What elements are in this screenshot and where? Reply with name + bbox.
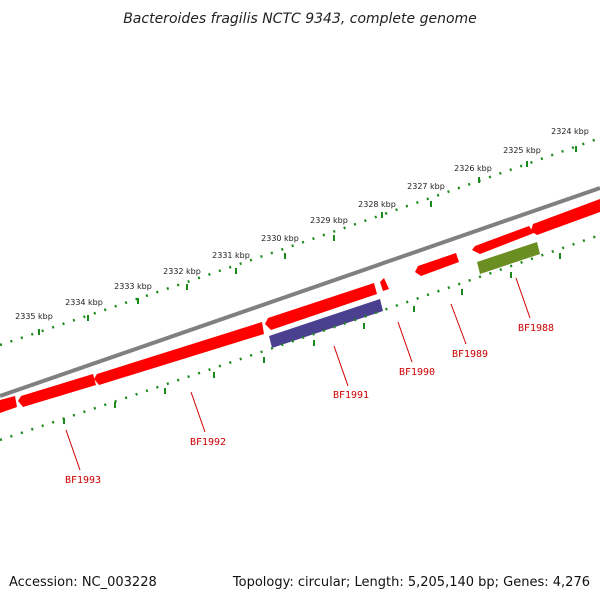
scale-label-2325: 2325 kbp bbox=[503, 146, 541, 155]
scale-label-2328: 2328 kbp bbox=[358, 200, 396, 209]
genome-summary-text: Topology: circular; Length: 5,205,140 bp… bbox=[232, 575, 590, 590]
gene-arrow-pre-bf1988 bbox=[472, 226, 534, 254]
gene-arrow-bf1992 bbox=[94, 322, 264, 385]
scale-label-2333: 2333 kbp bbox=[114, 282, 152, 291]
gene-label-bf1993: BF1993 bbox=[65, 475, 101, 486]
scale-label-2334: 2334 kbp bbox=[65, 298, 103, 307]
outer-scale-track bbox=[0, 136, 600, 347]
gene-label-bf1988: BF1988 bbox=[518, 323, 554, 334]
scale-label-2329: 2329 kbp bbox=[310, 216, 348, 225]
scale-label-2327: 2327 kbp bbox=[407, 182, 445, 191]
gene-bar-bf1991 bbox=[269, 299, 383, 348]
gene-arrow-mid bbox=[265, 283, 377, 330]
scale-label-2331: 2331 kbp bbox=[212, 251, 250, 260]
scale-label-2332: 2332 kbp bbox=[163, 267, 201, 276]
genome-backbone bbox=[0, 186, 600, 398]
outer-major-ticks bbox=[38, 146, 577, 335]
gene-bar-bf1988 bbox=[477, 242, 540, 274]
reverse-strand-genes bbox=[269, 242, 540, 348]
gene-arrow-bf1989 bbox=[415, 253, 459, 276]
map-title: Bacteroides fragilis NCTC 9343, complete… bbox=[123, 11, 477, 27]
inner-major-ticks bbox=[63, 253, 561, 424]
gene-arrow-bf1993 bbox=[18, 374, 96, 407]
scale-label-2330: 2330 kbp bbox=[261, 234, 299, 243]
scale-labels: 2324 kbp 2325 kbp 2326 kbp 2327 kbp 2328… bbox=[15, 127, 589, 321]
gene-labels: BF1988 BF1989 BF1990 BF1991 BF1992 BF199… bbox=[65, 323, 554, 486]
scale-label-2324: 2324 kbp bbox=[551, 127, 589, 136]
accession-text: Accession: NC_003228 bbox=[9, 575, 157, 590]
gene-label-bf1990: BF1990 bbox=[399, 367, 435, 378]
scale-label-2326: 2326 kbp bbox=[454, 164, 492, 173]
gene-label-bf1989: BF1989 bbox=[452, 349, 488, 360]
inner-scale-track bbox=[0, 233, 600, 442]
forward-strand-genes bbox=[0, 199, 600, 413]
gene-label-bf1992: BF1992 bbox=[190, 437, 226, 448]
gene-arrow-left-edge bbox=[0, 396, 17, 413]
gene-label-bf1991: BF1991 bbox=[333, 390, 369, 401]
gene-arrow-bf1990 bbox=[380, 278, 389, 291]
gene-arrow-top-right bbox=[531, 199, 600, 235]
scale-label-2335: 2335 kbp bbox=[15, 312, 53, 321]
gene-label-lines bbox=[65, 277, 531, 471]
